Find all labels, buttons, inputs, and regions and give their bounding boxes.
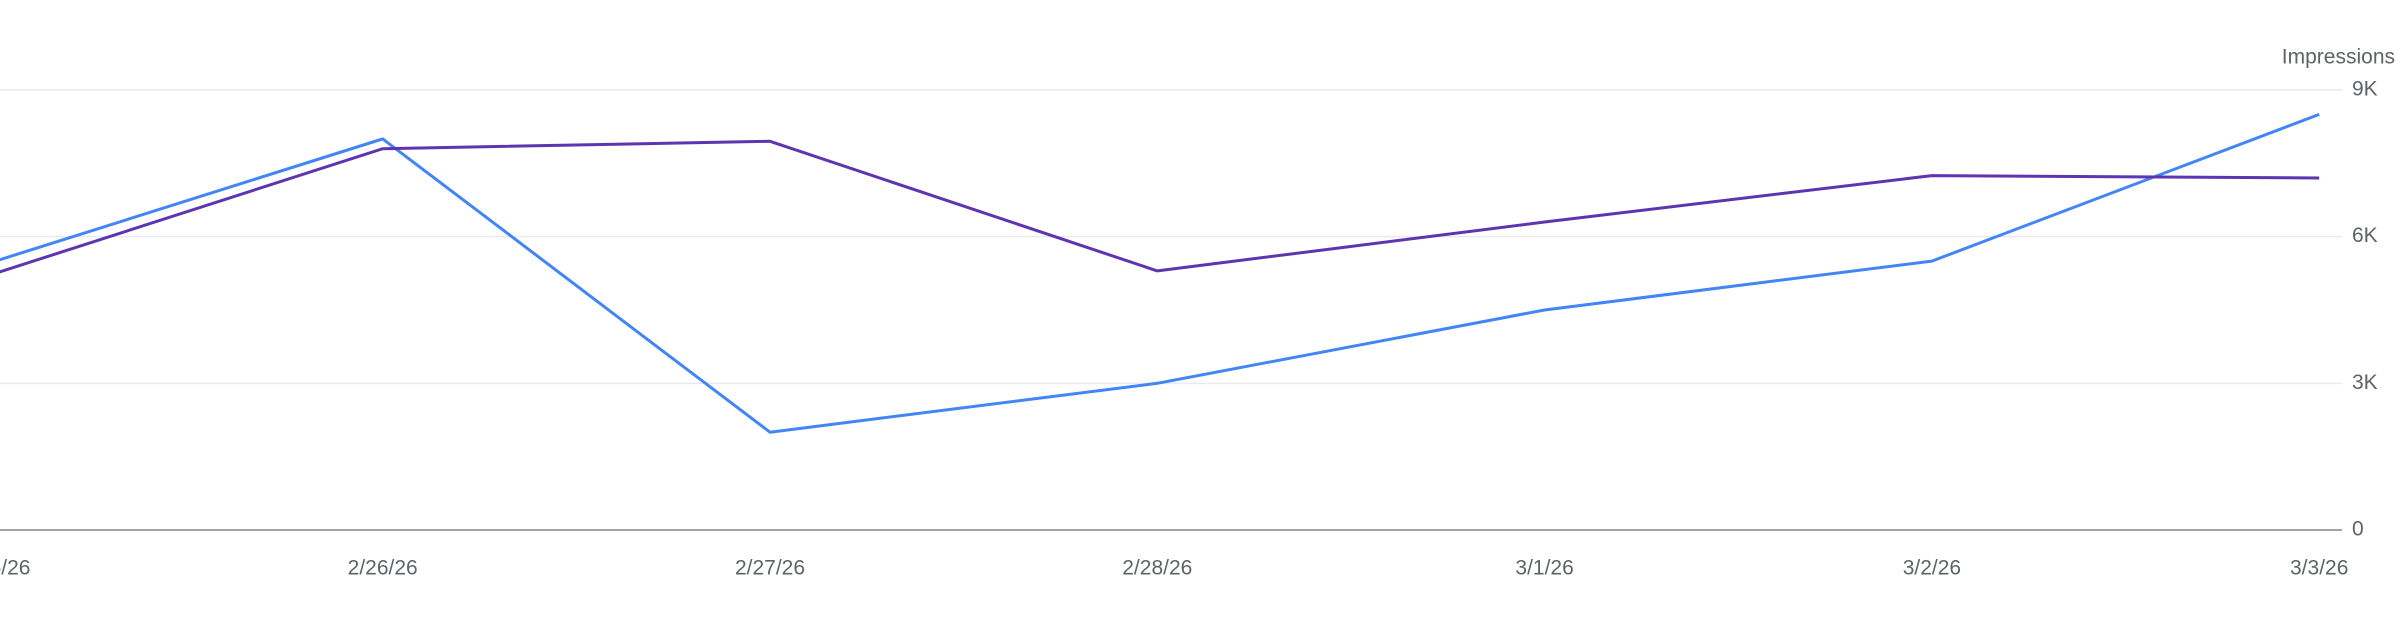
y-axis-label: Impressions — [2282, 46, 2395, 69]
series-line — [0, 112, 2320, 434]
y-tick-label: 9K — [2352, 78, 2378, 101]
x-tick-label: 2/25/26 — [0, 557, 30, 580]
x-tick-label: 3/1/26 — [1515, 557, 1573, 580]
series-line — [0, 139, 2320, 274]
y-tick-label: 3K — [2352, 371, 2378, 394]
x-tick-label: 2/28/26 — [1122, 557, 1192, 580]
x-tick-label: 3/2/26 — [1903, 557, 1961, 580]
x-tick-label: 2/27/26 — [735, 557, 805, 580]
x-tick-label: 2/26/26 — [348, 557, 418, 580]
y-tick-label: 6K — [2352, 224, 2378, 247]
y-tick-label: 0 — [2352, 518, 2364, 541]
x-tick-label: 3/3/26 — [2290, 557, 2348, 580]
